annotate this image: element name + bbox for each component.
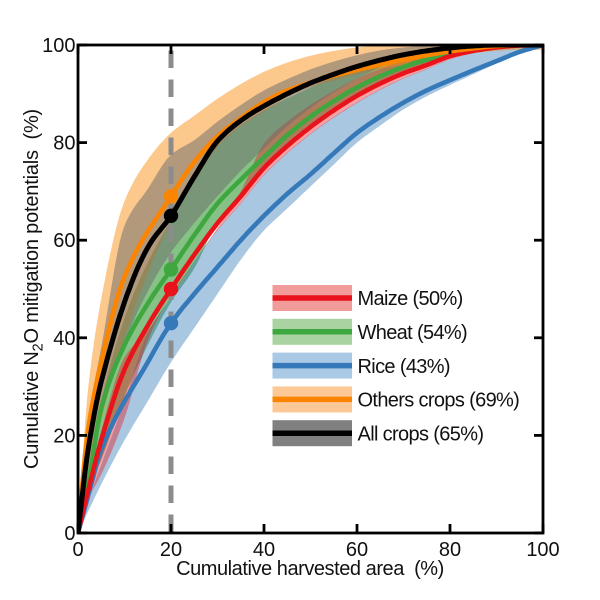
svg-text:40: 40 xyxy=(253,539,275,561)
svg-text:Others crops (69%): Others crops (69%) xyxy=(358,390,520,412)
svg-text:All crops (65%): All crops (65%) xyxy=(358,423,484,445)
svg-text:60: 60 xyxy=(346,539,368,561)
svg-text:100: 100 xyxy=(42,35,75,57)
svg-text:20: 20 xyxy=(160,539,182,561)
svg-text:Wheat (54%): Wheat (54%) xyxy=(358,322,468,344)
svg-text:Maize (50%): Maize (50%) xyxy=(358,288,463,310)
svg-text:40: 40 xyxy=(53,328,75,350)
svg-text:Rice (43%): Rice (43%) xyxy=(358,356,450,378)
svg-text:0: 0 xyxy=(72,539,83,561)
svg-text:60: 60 xyxy=(53,230,75,252)
svg-text:80: 80 xyxy=(439,539,461,561)
svg-text:0: 0 xyxy=(64,523,75,545)
svg-text:20: 20 xyxy=(53,425,75,447)
svg-text:Cumulative N2O mitigation pote: Cumulative N2O mitigation potentials (%) xyxy=(21,109,47,469)
svg-text:100: 100 xyxy=(526,539,559,561)
svg-text:Cumulative harvested area (%): Cumulative harvested area (%) xyxy=(176,558,444,580)
svg-text:80: 80 xyxy=(53,133,75,155)
